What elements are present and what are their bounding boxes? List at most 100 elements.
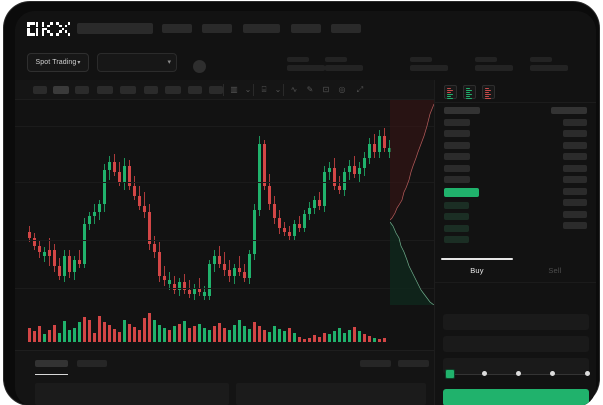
market-stat-5-label xyxy=(530,57,552,62)
orderbook-right-row[interactable] xyxy=(563,164,587,172)
orderbook-ask-row[interactable] xyxy=(444,164,470,172)
app-screen: Spot Trading▾ ▾ ▥ ⌄ ⌸ ⌄ ∿ ✎ ⊡ ◎ ⤢ xyxy=(15,11,596,405)
orderbook-ask-row[interactable] xyxy=(444,118,470,126)
nav-item-3[interactable] xyxy=(202,24,232,33)
logo-pixel xyxy=(32,33,36,36)
orderbook-layout-buy-icon[interactable] xyxy=(463,85,476,99)
orderbook-bid-row[interactable] xyxy=(444,236,469,243)
orderbook-current-price xyxy=(444,187,479,197)
orderbook-right-row[interactable] xyxy=(563,222,587,229)
bottom-tab-open-orders[interactable] xyxy=(35,360,68,367)
toolbar-btn-time-7[interactable] xyxy=(165,86,181,94)
toolbar-btn-time-9[interactable] xyxy=(209,86,223,94)
line-chart-icon[interactable]: ∿ xyxy=(290,85,298,94)
amount-field[interactable] xyxy=(443,358,589,374)
orderbook-icon-bar xyxy=(466,95,470,97)
nav-item-4[interactable] xyxy=(243,24,280,33)
nav-item-6[interactable] xyxy=(331,24,361,33)
market-stat-5-value xyxy=(530,65,568,71)
fullscreen-icon[interactable]: ⤢ xyxy=(356,85,364,94)
toolbar-btn-time-3[interactable] xyxy=(75,86,89,94)
market-stat-3-label xyxy=(410,57,432,62)
trading-mode-selector[interactable]: Spot Trading▾ xyxy=(27,53,89,72)
price-field[interactable] xyxy=(443,336,589,352)
logo-pixel xyxy=(32,22,36,25)
orderbook-layout-both-icon[interactable] xyxy=(444,85,457,99)
bottom-action-2[interactable] xyxy=(398,360,429,367)
toolbar-btn-time-4[interactable] xyxy=(97,86,113,94)
camera-icon[interactable]: ⊡ xyxy=(322,85,330,94)
slider-step-50[interactable] xyxy=(516,371,521,376)
slider-step-100[interactable] xyxy=(584,371,590,376)
logo-pixel xyxy=(64,30,68,33)
orderbook-ask-row[interactable] xyxy=(444,141,470,149)
slider-step-25[interactable] xyxy=(481,371,487,376)
orderbook-right-row[interactable] xyxy=(563,199,587,206)
orderbook-bid-row[interactable] xyxy=(444,201,469,209)
orderbook-icon-bar xyxy=(447,95,451,97)
logo-pixel xyxy=(41,33,45,36)
orderbook-right-row[interactable] xyxy=(551,107,587,114)
toolbar-btn-time-5[interactable] xyxy=(120,86,136,94)
orderbook-right-row[interactable] xyxy=(563,130,587,137)
logo-pixel xyxy=(47,24,50,28)
orderbook-right-row[interactable] xyxy=(563,141,587,149)
tab-sell[interactable]: Sell xyxy=(548,266,562,275)
orderbook-right-row[interactable] xyxy=(563,176,587,183)
orderbook-bid-row[interactable] xyxy=(444,213,469,220)
buy-tab-underline xyxy=(441,258,513,260)
pencil-icon[interactable]: ✎ xyxy=(306,85,314,94)
candlestick-type-icon[interactable]: ▥ xyxy=(230,85,238,94)
logo-pixel xyxy=(27,24,30,28)
amount-slider[interactable] xyxy=(445,369,590,379)
indicator-icon[interactable]: ⌸ xyxy=(261,85,267,94)
settings-icon[interactable]: ◎ xyxy=(338,85,346,94)
bottom-tab-order-history[interactable] xyxy=(77,360,107,367)
nav-item-1[interactable] xyxy=(77,23,153,34)
orderbook-layout-sell-icon[interactable] xyxy=(482,85,495,99)
device-bezel: Spot Trading▾ ▾ ▥ ⌄ ⌸ ⌄ ∿ ✎ ⊡ ◎ ⤢ xyxy=(4,2,599,405)
toolbar-divider-3 xyxy=(283,84,284,96)
toolbar-btn-time-1[interactable] xyxy=(33,86,47,94)
nav-item-2[interactable] xyxy=(162,24,192,33)
orderbook-icon-bar xyxy=(466,91,470,93)
slider-step-75[interactable] xyxy=(550,371,556,376)
bottom-action-1[interactable] xyxy=(360,360,391,367)
logo-pixel xyxy=(27,27,30,31)
toolbar-btn-time-6[interactable] xyxy=(144,86,158,94)
trading-mode-label: Spot Trading xyxy=(35,59,77,66)
orderbook-icon-bar xyxy=(485,89,491,91)
logo-pixel xyxy=(27,33,30,36)
orderbook-right-row[interactable] xyxy=(563,118,587,126)
market-stat-1-label xyxy=(287,57,309,62)
slider-handle[interactable] xyxy=(445,369,455,379)
candlestick-series xyxy=(28,128,391,300)
orderbook-right-row[interactable] xyxy=(563,187,587,195)
orderbook-right-row[interactable] xyxy=(563,210,587,218)
chevron-down-icon-indicator[interactable]: ⌄ xyxy=(274,85,282,94)
chevron-down-icon-type[interactable]: ⌄ xyxy=(244,85,252,94)
toolbar-btn-time-2[interactable] xyxy=(53,86,69,94)
price-chart[interactable] xyxy=(15,100,434,302)
toolbar-btn-time-8[interactable] xyxy=(188,86,202,94)
orderbook-ask-row[interactable] xyxy=(444,130,470,137)
logo-pixel xyxy=(35,24,39,28)
market-stat-4-value xyxy=(475,65,513,71)
orderbook-ask-row[interactable] xyxy=(444,153,470,160)
market-stat-4-label xyxy=(475,57,497,62)
orderbook-bid-row[interactable] xyxy=(444,224,469,232)
order-type-field[interactable] xyxy=(443,314,589,330)
gridline-1 xyxy=(15,182,434,183)
orderbook-icon-bar xyxy=(485,95,489,97)
gridline-3 xyxy=(15,288,434,289)
bottom-content-left xyxy=(35,383,229,405)
okx-logo[interactable] xyxy=(27,22,71,36)
buy-submit-button[interactable] xyxy=(443,389,589,405)
tab-buy[interactable]: Buy xyxy=(470,266,484,275)
orderbook-ask-row[interactable] xyxy=(444,176,470,183)
nav-item-5[interactable] xyxy=(291,24,321,33)
logo-pixel xyxy=(44,27,48,31)
orderbook-ask-row[interactable] xyxy=(444,107,480,114)
trading-pair-select[interactable]: ▾ xyxy=(97,53,177,72)
orderbook-right-row[interactable] xyxy=(563,153,587,160)
